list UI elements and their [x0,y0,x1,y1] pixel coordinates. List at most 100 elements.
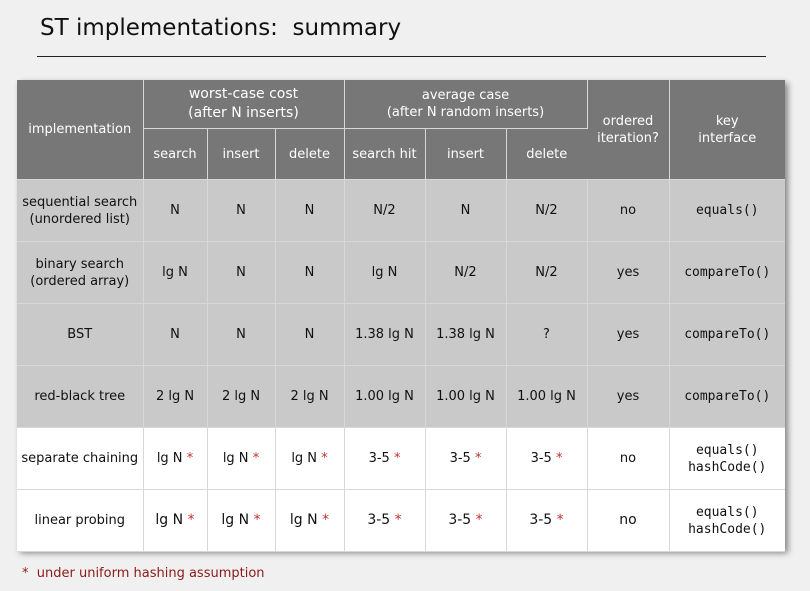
key-interface-cell: compareTo() [669,241,785,304]
cell-value: lg N [156,451,183,466]
asterisk-marker: * [186,451,194,466]
header-avg-insert: insert [425,128,507,180]
cell-value: 3-5 [530,451,552,466]
avg-search-hit-cell: 1.38 lg N [344,303,426,366]
avg-delete-cell: ? [506,303,588,366]
header-ordered-line2: iteration? [597,130,659,146]
cell-value: 3-5 [529,512,553,528]
key-interface-cell: equals() hashCode() [669,489,785,552]
header-worst-case-line1: worst-case cost [188,86,299,102]
avg-delete-cell: 3-5 * [506,489,588,552]
table-row: linear probing lg N * lg N * lg N * 3-5 … [17,489,785,552]
avg-search-hit-cell: 3-5 * [344,427,426,490]
header-average-case: average case (after N random inserts) [344,80,588,129]
avg-delete-cell: 3-5 * [506,427,588,490]
ordered-cell: no [587,179,670,242]
worst-search-cell: 2 lg N [143,365,208,428]
ordered-cell: yes [587,303,670,366]
header-ordered-line1: ordered [602,113,654,129]
header-key-interface: key interface [669,80,785,180]
worst-delete-cell: 2 lg N [275,365,345,428]
avg-insert-cell: N [425,179,507,242]
cell-value: 3-5 [449,451,471,466]
cell-value: 3-5 [367,512,391,528]
worst-search-cell: N [143,179,208,242]
cell-value: lg N [291,451,318,466]
cell-value: 3-5 [368,451,390,466]
worst-delete-cell: lg N * [275,427,345,490]
key-method: equals() [695,504,759,520]
worst-insert-cell: lg N * [207,489,276,552]
asterisk-marker: * [253,512,261,528]
impl-cell: binary search (ordered array) [17,241,144,304]
avg-insert-cell: N/2 [425,241,507,304]
worst-insert-cell: N [207,179,276,242]
key-interface-cell: compareTo() [669,303,785,366]
ordered-cell: yes [587,241,670,304]
asterisk-marker: * [252,451,260,466]
header-avg-search-hit: search hit [344,128,426,180]
key-interface-cell: equals() [669,179,785,242]
avg-search-hit-cell: lg N [344,241,426,304]
ordered-cell: no [587,427,670,490]
asterisk-marker: * [394,512,402,528]
table-row: separate chaining lg N * lg N * lg N * 3… [17,427,785,490]
worst-insert-cell: N [207,241,276,304]
header-avg-delete: delete [506,128,587,180]
impl-cell: BST [17,303,144,366]
impl-cell: linear probing [17,489,144,552]
cell-value: lg N [155,512,184,528]
worst-insert-cell: N [207,303,276,366]
avg-insert-cell: 3-5 * [425,489,507,552]
header-average-case-line1: average case [421,88,510,103]
avg-search-hit-cell: 1.00 lg N [344,365,426,428]
key-interface-cell: compareTo() [669,365,785,428]
asterisk-marker: * [474,451,482,466]
avg-search-hit-cell: 3-5 * [344,489,426,552]
worst-search-cell: N [143,303,208,366]
worst-delete-cell: N [275,179,345,242]
worst-delete-cell: N [275,241,345,304]
cell-value: 3-5 [448,512,472,528]
header-worst-case: worst-case cost (after N inserts) [143,80,345,129]
asterisk-marker: * [555,451,563,466]
impl-cell: sequential search (unordered list) [17,179,144,242]
key-interface-cell: equals() hashCode() [669,427,785,490]
table-row: binary search (ordered array) lg N N N lg… [17,241,785,304]
summary-table: implementation worst-case cost (after N … [17,80,785,552]
worst-delete-cell: lg N * [275,489,345,552]
avg-delete-cell: 1.00 lg N [506,365,588,428]
header-worst-case-line2: (after N inserts) [188,105,299,121]
ordered-cell: no [587,489,670,552]
header-worst-insert: insert [207,128,276,180]
asterisk-marker: * [393,451,401,466]
cell-value: lg N [222,451,249,466]
impl-note: (unordered list) [29,211,130,227]
summary-table-wrapper: implementation worst-case cost (after N … [17,80,785,552]
key-method: hashCode() [688,521,767,537]
worst-search-cell: lg N * [143,489,208,552]
impl-name: binary search [35,256,124,272]
avg-delete-cell: N/2 [506,241,588,304]
avg-insert-cell: 1.00 lg N [425,365,507,428]
slide-title: ST implementations: summary [40,15,402,41]
asterisk-marker: * [556,512,564,528]
worst-search-cell: lg N * [143,427,208,490]
header-key-line1: key [715,113,739,129]
asterisk-marker: * [187,512,195,528]
table-row: BST N N N 1.38 lg N 1.38 lg N ? yes comp… [17,303,785,366]
impl-note: (ordered array) [30,273,130,289]
header-implementation: implementation [17,80,144,180]
header-worst-delete: delete [275,128,345,180]
impl-name: sequential search [22,194,138,210]
worst-search-cell: lg N [143,241,208,304]
title-rule [37,56,766,57]
worst-insert-cell: lg N * [207,427,276,490]
avg-delete-cell: N/2 [506,179,588,242]
footnote: * under uniform hashing assumption [22,566,265,581]
asterisk-marker: * [321,451,328,466]
cell-value: lg N [221,512,250,528]
avg-insert-cell: 1.38 lg N [425,303,507,366]
ordered-cell: yes [587,365,670,428]
avg-search-hit-cell: N/2 [344,179,426,242]
